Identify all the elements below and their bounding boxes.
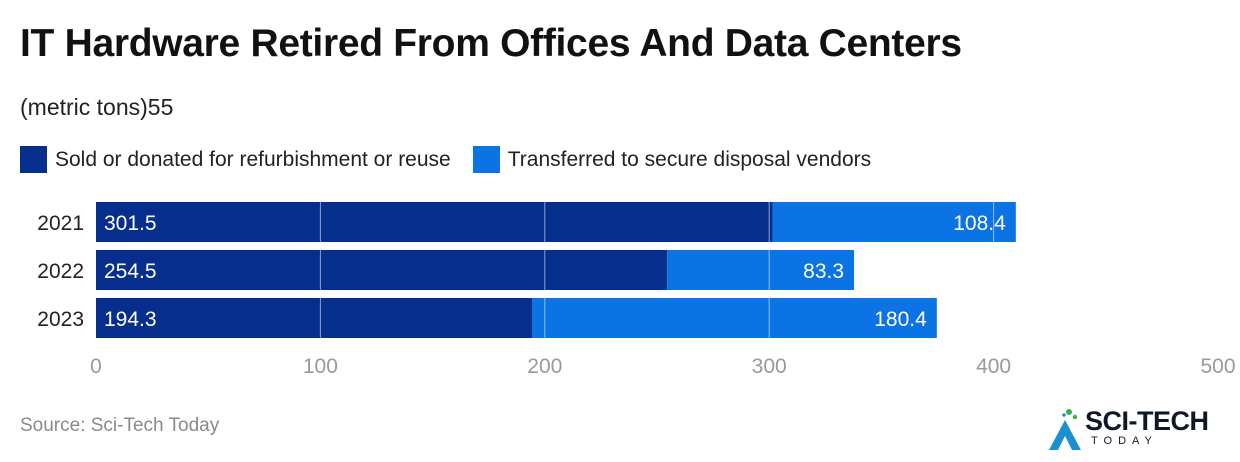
category-label-2023: 2023 [37,308,84,331]
legend-label-disposal: Transferred to secure disposal vendors [507,147,872,171]
x-tick-label-0: 0 [90,355,102,378]
legend-swatch-reuse [20,146,47,173]
legend-item-disposal: Transferred to secure disposal vendors [472,146,872,173]
legend-item-reuse: Sold or donated for refurbishment or reu… [20,146,451,173]
x-tick-label-500: 500 [1200,355,1235,378]
data-label-2023-series-2: 180.4 [874,308,927,331]
data-label-2022-series-2: 83.3 [803,260,844,283]
x-tick-label-300: 300 [752,355,787,378]
source-note: Source: Sci-Tech Today [20,415,220,436]
bar-2023-series-2 [532,298,937,338]
sci-tech-logo: SCI-TECH TODAY [1045,404,1225,454]
bar-2022-series-1 [96,250,668,290]
bar-2022-series-2 [667,250,855,290]
chart-title: IT Hardware Retired From Offices And Dat… [20,22,962,65]
data-label-2021-series-2: 108.4 [953,212,1006,235]
x-tick-label-400: 400 [976,355,1011,378]
data-label-2022-series-1: 254.5 [104,260,157,283]
logo-sub-text: TODAY [1091,435,1158,447]
bar-2021-series-1 [96,202,773,242]
data-label-2023-series-1: 194.3 [104,308,157,331]
category-label-2021: 2021 [37,212,84,235]
bar-chart: 2021 2022 2023 301.5 108.4 254.5 83.3 194.3 180.… [37,202,1236,378]
bar-2023-series-1 [96,298,533,338]
category-label-2022: 2022 [37,260,84,283]
chart-subtitle: (metric tons)55 [20,94,174,120]
legend-label-reuse: Sold or donated for refurbishment or reu… [55,147,451,171]
legend-swatch-disposal [472,146,500,173]
legend: Sold or donated for refurbishment or reu… [20,146,871,173]
logo-mark-icon [1049,409,1081,450]
x-tick-label-100: 100 [303,355,338,378]
bar-2021-series-2 [772,202,1016,242]
x-tick-label-200: 200 [527,355,562,378]
logo-main-text: SCI-TECH [1085,406,1209,436]
data-label-2021-series-1: 301.5 [104,212,157,235]
